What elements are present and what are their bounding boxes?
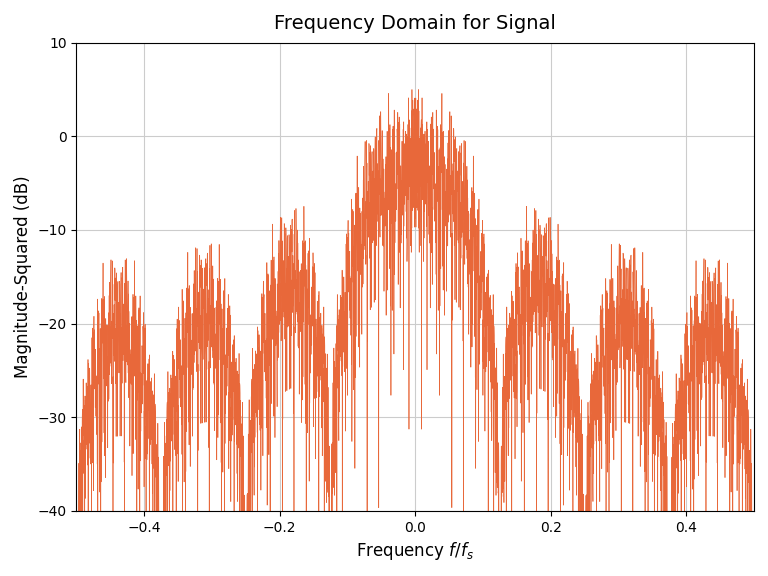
X-axis label: Frequency $f/f_s$: Frequency $f/f_s$ [356,540,474,562]
Title: Frequency Domain for Signal: Frequency Domain for Signal [274,14,556,33]
Y-axis label: Magnitude-Squared (dB): Magnitude-Squared (dB) [14,176,32,378]
